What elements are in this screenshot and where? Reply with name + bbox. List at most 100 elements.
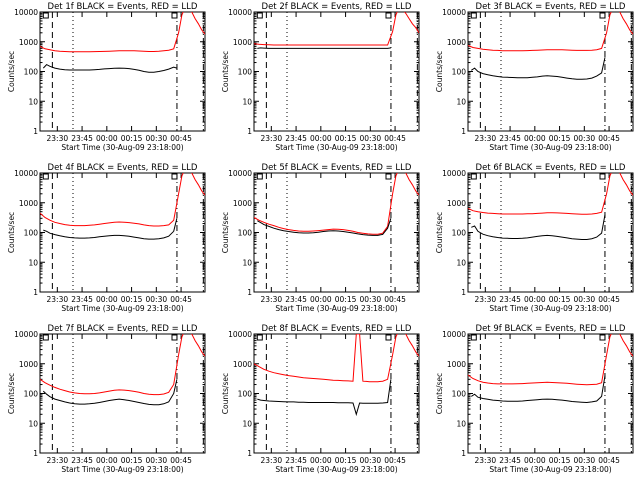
square-marker (256, 12, 263, 19)
plot-frame (467, 11, 634, 132)
panel-title: Det 1f BLACK = Events, RED = LLD (48, 2, 198, 12)
y-tick-label: 100 (452, 229, 467, 238)
panel-title: Det 5f BLACK = Events, RED = LLD (262, 163, 412, 173)
lld-rate-line (254, 173, 419, 235)
y-tick-label: 1 (247, 288, 252, 297)
x-tick-label: 23:30 (475, 456, 497, 465)
lld-rate-line (40, 12, 205, 53)
y-tick-label: 10 (242, 419, 252, 428)
events-rate-line (257, 47, 391, 49)
square-marker (171, 12, 178, 19)
detector-panel: Det 5f BLACK = Events, RED = LLD 1 10 100 10… (221, 163, 420, 313)
y-tick-label: 1000 (233, 38, 252, 47)
x-tick-label: 23:30 (47, 295, 69, 304)
y-tick-label: 100 (238, 229, 253, 238)
y-axis-label: Counts/sec (221, 212, 230, 253)
x-tick-label: 23:45 (499, 295, 521, 304)
panel-title: Det 8f BLACK = Events, RED = LLD (262, 324, 412, 334)
events-rate-line (257, 218, 392, 236)
y-tick-label: 1000 (447, 360, 466, 369)
x-tick-label: 00:30 (146, 456, 168, 465)
y-tick-label: 10000 (228, 169, 252, 178)
events-rate-line (42, 379, 178, 406)
panel-title: Det 2f BLACK = Events, RED = LLD (262, 2, 412, 12)
plot-series-group (254, 334, 419, 417)
x-tick-label: 23:45 (71, 295, 93, 304)
events-rate-line (471, 57, 606, 80)
y-tick-label: 10 (28, 258, 38, 267)
detector-panel: Det 1f BLACK = Events, RED = LLD 1 10 100 10… (7, 2, 206, 152)
x-tick-label: 00:30 (146, 134, 168, 143)
y-tick-label: 100 (238, 68, 253, 77)
x-tick-label: 00:45 (170, 456, 192, 465)
x-tick-label: 00:45 (384, 134, 406, 143)
x-tick-label: 00:15 (549, 134, 571, 143)
panel-title: Det 4f BLACK = Events, RED = LLD (48, 163, 198, 173)
x-tick-label: 00:45 (170, 134, 192, 143)
x-tick-label: 00:00 (524, 456, 546, 465)
events-rate-line (471, 214, 606, 240)
y-tick-label: 1000 (19, 360, 38, 369)
y-tick-label: 1000 (447, 38, 466, 47)
x-tick-label: 00:15 (121, 134, 143, 143)
y-tick-label: 10000 (442, 169, 466, 178)
y-axis-label: Counts/sec (7, 51, 16, 92)
square-marker (470, 173, 477, 180)
square-marker (599, 334, 606, 341)
panel-title: Det 9f BLACK = Events, RED = LLD (476, 324, 626, 334)
square-marker (256, 173, 263, 180)
y-tick-label: 10000 (442, 330, 466, 339)
x-tick-label: 00:15 (121, 456, 143, 465)
y-tick-label: 10000 (228, 8, 252, 17)
y-tick-label: 1000 (233, 360, 252, 369)
lld-rate-line (40, 334, 205, 396)
y-tick-label: 10000 (442, 8, 466, 17)
y-axis-label: Counts/sec (435, 51, 444, 92)
lld-rate-line (254, 334, 419, 383)
y-tick-label: 1000 (447, 199, 466, 208)
x-tick-label: 23:45 (285, 456, 307, 465)
x-tick-label: 00:45 (170, 295, 192, 304)
x-tick-label: 00:45 (598, 134, 620, 143)
y-tick-label: 100 (238, 390, 253, 399)
square-marker (470, 12, 477, 19)
x-tick-label: 23:45 (499, 456, 521, 465)
x-axis-label: Start Time (30-Aug-09 23:18:00) (61, 143, 183, 152)
y-tick-label: 1 (461, 127, 466, 136)
square-marker (385, 334, 392, 341)
plot-series-group (254, 12, 419, 49)
plot-series-group (40, 12, 205, 73)
detector-panel: Det 8f BLACK = Events, RED = LLD 1 10 100 10… (221, 324, 420, 474)
events-rate-line (471, 375, 606, 404)
panel-title: Det 3f BLACK = Events, RED = LLD (476, 2, 626, 12)
plot-frame (39, 11, 206, 132)
y-tick-label: 10000 (14, 8, 38, 17)
detector-panel: Det 3f BLACK = Events, RED = LLD 1 10 100 10… (435, 2, 634, 152)
y-tick-label: 10 (456, 97, 466, 106)
y-tick-label: 1 (247, 127, 252, 136)
x-tick-label: 00:00 (96, 295, 118, 304)
detector-panel: Det 9f BLACK = Events, RED = LLD 1 10 100 10… (435, 324, 634, 474)
y-tick-label: 10000 (14, 330, 38, 339)
lld-rate-line (468, 334, 633, 386)
y-tick-label: 10000 (14, 169, 38, 178)
x-tick-label: 23:30 (47, 456, 69, 465)
y-tick-label: 1 (33, 449, 38, 458)
x-tick-label: 00:45 (384, 295, 406, 304)
y-tick-label: 1000 (19, 38, 38, 47)
y-tick-label: 100 (24, 390, 39, 399)
plot-frame (467, 172, 634, 293)
x-axis-label: Start Time (30-Aug-09 23:18:00) (275, 304, 397, 313)
y-tick-label: 1 (33, 127, 38, 136)
x-tick-label: 00:45 (598, 456, 620, 465)
x-tick-label: 00:45 (384, 456, 406, 465)
x-tick-label: 23:45 (499, 134, 521, 143)
detector-panel: Det 6f BLACK = Events, RED = LLD 1 10 100 10… (435, 163, 634, 313)
x-tick-label: 00:00 (96, 134, 118, 143)
y-axis-label: Counts/sec (435, 212, 444, 253)
x-tick-label: 00:30 (360, 456, 382, 465)
x-tick-label: 23:30 (475, 134, 497, 143)
y-tick-label: 10 (242, 97, 252, 106)
y-tick-label: 10000 (228, 330, 252, 339)
